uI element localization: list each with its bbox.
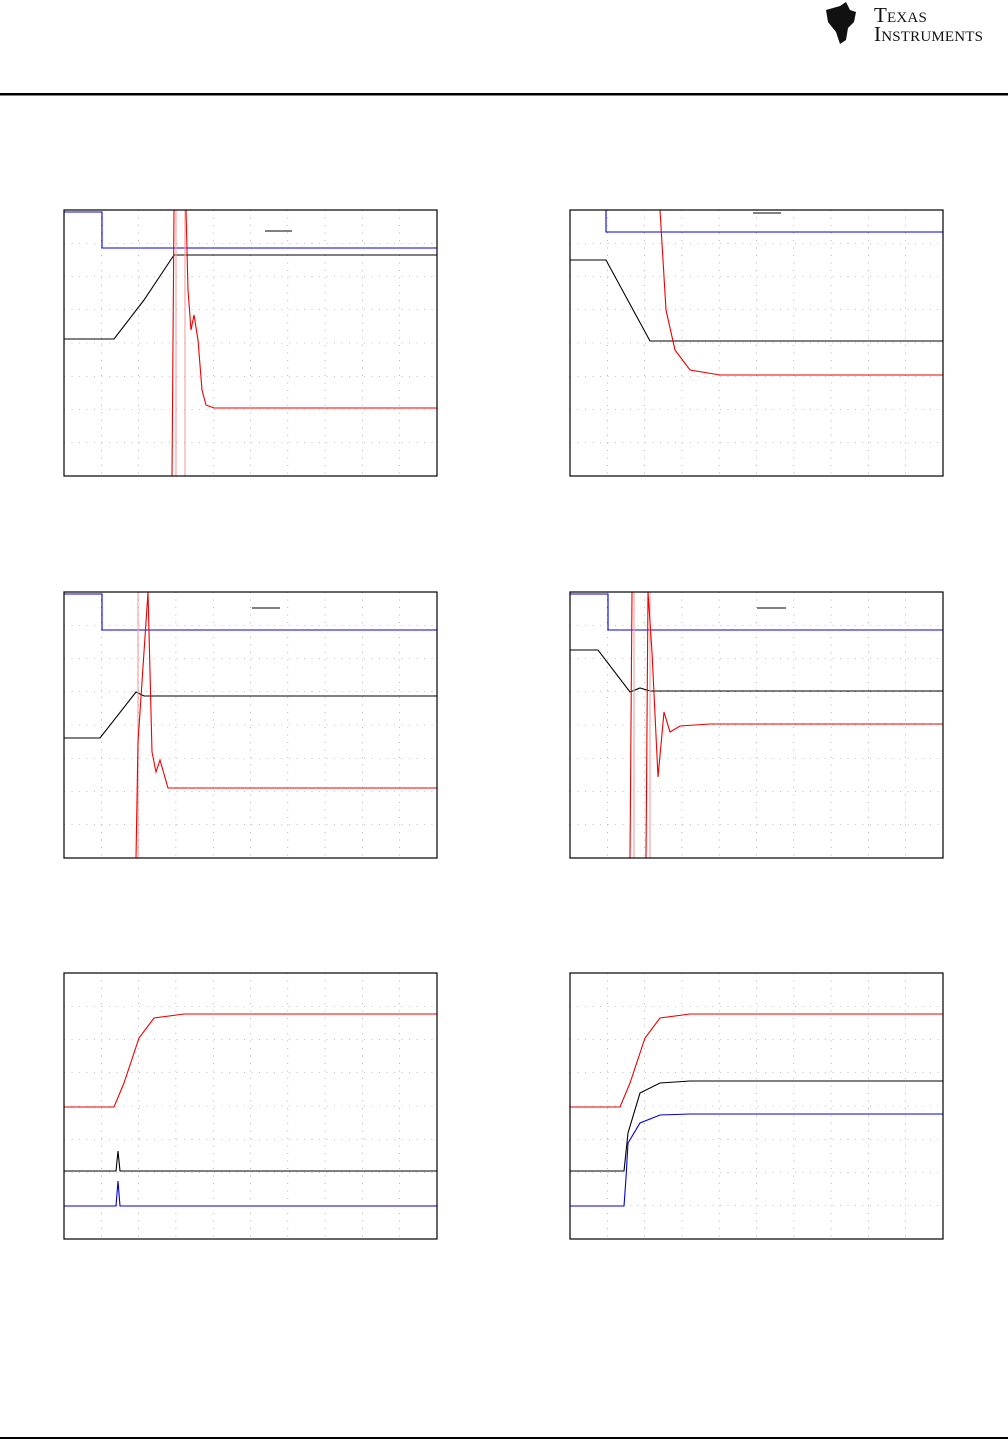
plot-frame — [569, 209, 944, 477]
scope-plot — [569, 972, 944, 1240]
logo-line: Instruments — [874, 22, 984, 46]
trace — [64, 211, 437, 249]
trace — [605, 210, 943, 233]
trace — [175, 210, 186, 476]
trace — [570, 1080, 943, 1172]
trace — [64, 1013, 437, 1108]
scope-plot — [569, 209, 944, 477]
plot-frame — [569, 591, 944, 859]
trace — [570, 593, 943, 631]
trace — [171, 209, 437, 477]
trace — [570, 649, 943, 693]
logo-text: Texas Instruments — [874, 3, 984, 46]
trace — [64, 254, 437, 340]
trace — [570, 259, 943, 342]
plots — [63, 209, 944, 1240]
trace — [629, 591, 943, 859]
trace — [135, 591, 437, 859]
trace — [64, 593, 437, 631]
plot-frame — [63, 209, 438, 477]
scope-plot — [63, 972, 438, 1240]
footer-rule — [0, 1437, 1008, 1439]
trace — [64, 691, 437, 739]
plot-frame — [569, 972, 944, 1240]
logo-shape — [826, 2, 856, 44]
plot-frame — [63, 591, 438, 859]
header-rule — [0, 93, 1008, 96]
trace — [570, 1013, 943, 1108]
trace — [633, 592, 651, 858]
scope-plot — [569, 591, 944, 859]
scope-plot — [63, 591, 438, 859]
trace — [570, 1113, 943, 1207]
trace — [659, 209, 943, 376]
scope-plot — [63, 209, 438, 477]
ti-logo-mark — [826, 2, 856, 44]
trace — [64, 1180, 437, 1207]
trace — [64, 1150, 437, 1172]
logo-line: Texas — [874, 3, 927, 27]
plot-frame — [63, 972, 438, 1240]
